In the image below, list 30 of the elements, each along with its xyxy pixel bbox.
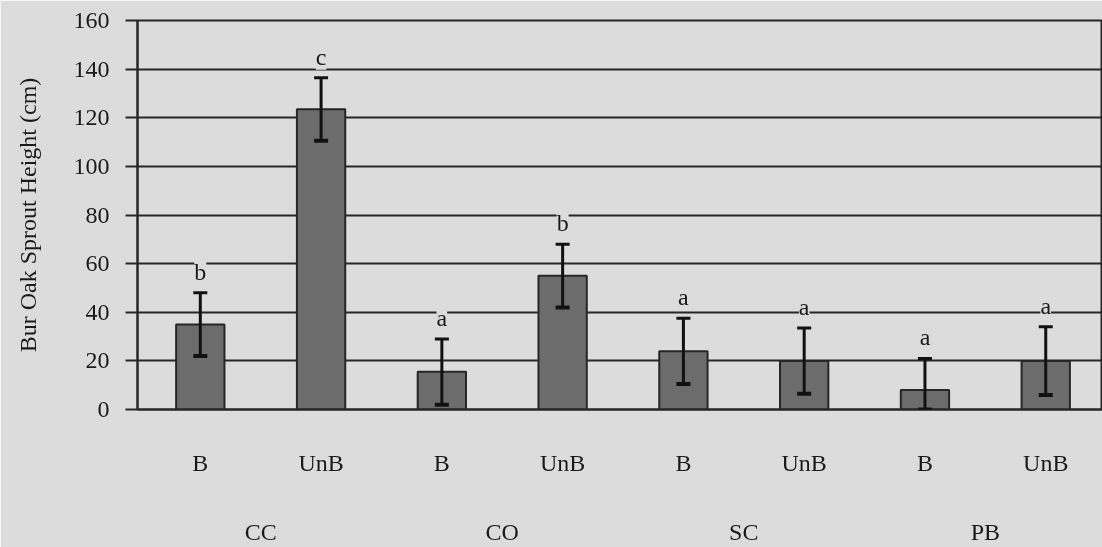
text: CO [485, 518, 519, 545]
annotation: b [556, 210, 569, 237]
y-tick-label: 60 [85, 250, 110, 277]
y-axis-title: Bur Oak Sprout Height (cm) [14, 77, 41, 353]
y-tick-label: 80 [85, 201, 110, 228]
annotation: c [315, 43, 327, 70]
x-tick-label: UnB [781, 449, 827, 476]
annotation: a [678, 284, 690, 311]
annotation: a [436, 304, 448, 331]
y-tick-label: 120 [73, 104, 110, 131]
text: PB [970, 518, 1001, 545]
annotation: a [1040, 292, 1052, 319]
x-tick-label: UnB [539, 449, 586, 476]
y-tick-label: 20 [85, 347, 110, 374]
y-tick-label: 40 [85, 298, 110, 325]
y-tick-label: 140 [73, 55, 110, 82]
annotation: a [919, 324, 931, 351]
x-tick-label: B [916, 449, 933, 476]
text: SC [729, 518, 759, 545]
annotation: a [798, 294, 810, 321]
x-tick-label: B [433, 449, 450, 476]
y-tick-label: 160 [73, 7, 110, 33]
y-tick-label: 0 [97, 396, 110, 422]
x-tick-label: B [675, 449, 692, 476]
y-tick-label: 100 [73, 152, 110, 179]
text: CC [244, 518, 277, 545]
annotation: b [194, 258, 207, 285]
x-tick-label: B [192, 449, 209, 476]
x-tick-label: UnB [1023, 449, 1069, 476]
x-tick-label: UnB [298, 449, 344, 476]
